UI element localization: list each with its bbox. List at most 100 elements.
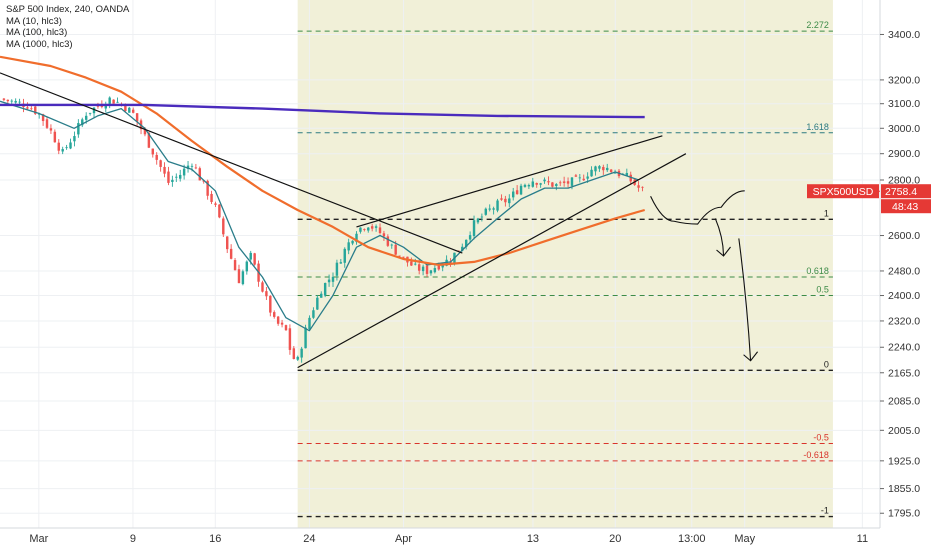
candle-body xyxy=(559,182,562,184)
candle-body xyxy=(543,179,546,182)
candle-body xyxy=(214,203,217,205)
candle-body xyxy=(625,172,629,176)
price-tick-label: 2600.0 xyxy=(888,230,920,242)
candle-body xyxy=(206,180,209,196)
candle-body xyxy=(613,172,617,174)
time-axis-panel xyxy=(0,528,932,550)
last-price-badge xyxy=(881,184,931,199)
candle-body xyxy=(327,279,331,283)
candle-body xyxy=(61,149,64,152)
candle-body xyxy=(594,166,597,172)
time-tick-label: 9 xyxy=(130,533,136,545)
trendline[interactable] xyxy=(0,72,463,254)
price-tick-label: 3200.0 xyxy=(888,74,920,86)
candle-body xyxy=(421,266,425,272)
candle-body xyxy=(198,168,202,181)
ma-100-line xyxy=(0,55,646,266)
price-axis-panel xyxy=(880,0,932,550)
price-tick-label: 2320.0 xyxy=(888,315,920,327)
candle-body xyxy=(484,208,488,215)
candle-body xyxy=(476,218,480,223)
candle-body xyxy=(355,233,358,242)
candle-body xyxy=(363,229,366,231)
candle-body xyxy=(135,113,139,122)
candle-body xyxy=(218,204,221,218)
candle-body xyxy=(515,190,519,195)
price-tick-label: 1855.0 xyxy=(888,483,920,495)
candle-body xyxy=(229,248,233,259)
candle-body xyxy=(398,255,401,257)
candle-body xyxy=(222,218,225,235)
candle-body xyxy=(182,168,186,176)
candle-body xyxy=(159,160,162,167)
symbol-name-label: SPX500USD xyxy=(813,186,874,198)
candle-body xyxy=(531,181,535,187)
candle-body xyxy=(296,356,299,360)
candle-body xyxy=(178,174,182,179)
candle-body xyxy=(245,261,249,272)
time-tick-label: Mar xyxy=(29,533,48,545)
candle-body xyxy=(171,179,174,182)
candle-body xyxy=(116,101,119,103)
price-tick-label: 3100.0 xyxy=(888,98,920,110)
candle-body xyxy=(155,154,158,160)
candle-body xyxy=(190,165,194,167)
candle-body xyxy=(441,265,444,268)
fib-level-label: 0.618 xyxy=(806,266,829,276)
trendline[interactable] xyxy=(356,135,663,228)
candle-body xyxy=(261,282,264,292)
legend-title: S&P 500 Index, 240, OANDA xyxy=(6,4,130,15)
candle-body xyxy=(280,322,284,325)
projection-path xyxy=(650,190,745,225)
candle-body xyxy=(410,261,413,266)
candle-body xyxy=(18,101,21,103)
candle-body xyxy=(210,193,213,202)
projection-arrow xyxy=(714,218,725,256)
price-tick-label: 3400.0 xyxy=(888,29,920,41)
time-tick-label: Apr xyxy=(395,533,412,545)
candle-body xyxy=(382,233,386,237)
candle-body xyxy=(555,184,558,187)
candle-body xyxy=(574,175,578,177)
candle-body xyxy=(508,198,511,204)
candle-body xyxy=(300,348,303,358)
candle-body xyxy=(249,252,252,260)
fib-level-label: 0.5 xyxy=(816,285,829,295)
fib-level-label: 1 xyxy=(824,208,829,218)
symbol-name-tag[interactable] xyxy=(807,184,879,199)
candle-body xyxy=(351,240,354,244)
candle-body xyxy=(609,169,613,173)
candle-body xyxy=(386,236,390,246)
candle-body xyxy=(425,265,429,274)
candle-body xyxy=(65,147,68,149)
candle-body xyxy=(53,131,57,143)
candle-body xyxy=(488,208,491,210)
countdown-badge xyxy=(881,199,931,214)
fib-level-label: 1.618 xyxy=(806,122,829,132)
candle-body xyxy=(194,167,198,169)
ma-1000-line xyxy=(0,103,645,119)
price-tick-label: 2800.0 xyxy=(888,174,920,186)
candle-body xyxy=(167,171,170,183)
candle-body xyxy=(57,142,60,151)
candle-body xyxy=(539,183,542,185)
candle-body xyxy=(269,295,272,313)
candle-body xyxy=(226,236,229,250)
fib-level-label: 2.272 xyxy=(806,20,829,30)
candle-body xyxy=(284,325,288,331)
candle-body xyxy=(276,316,280,324)
trendline[interactable] xyxy=(297,153,687,369)
candle-body xyxy=(77,123,80,135)
countdown-label: 48:43 xyxy=(892,201,918,213)
candle-body xyxy=(14,100,17,103)
legend-ma-1000: MA (1000, hlc3) xyxy=(6,38,73,50)
candle-body xyxy=(562,181,566,183)
candle-body xyxy=(606,167,609,171)
candle-body xyxy=(496,200,499,211)
candle-body xyxy=(492,208,495,210)
candle-body xyxy=(124,104,127,112)
candle-body xyxy=(519,185,523,195)
candle-body xyxy=(147,132,151,148)
